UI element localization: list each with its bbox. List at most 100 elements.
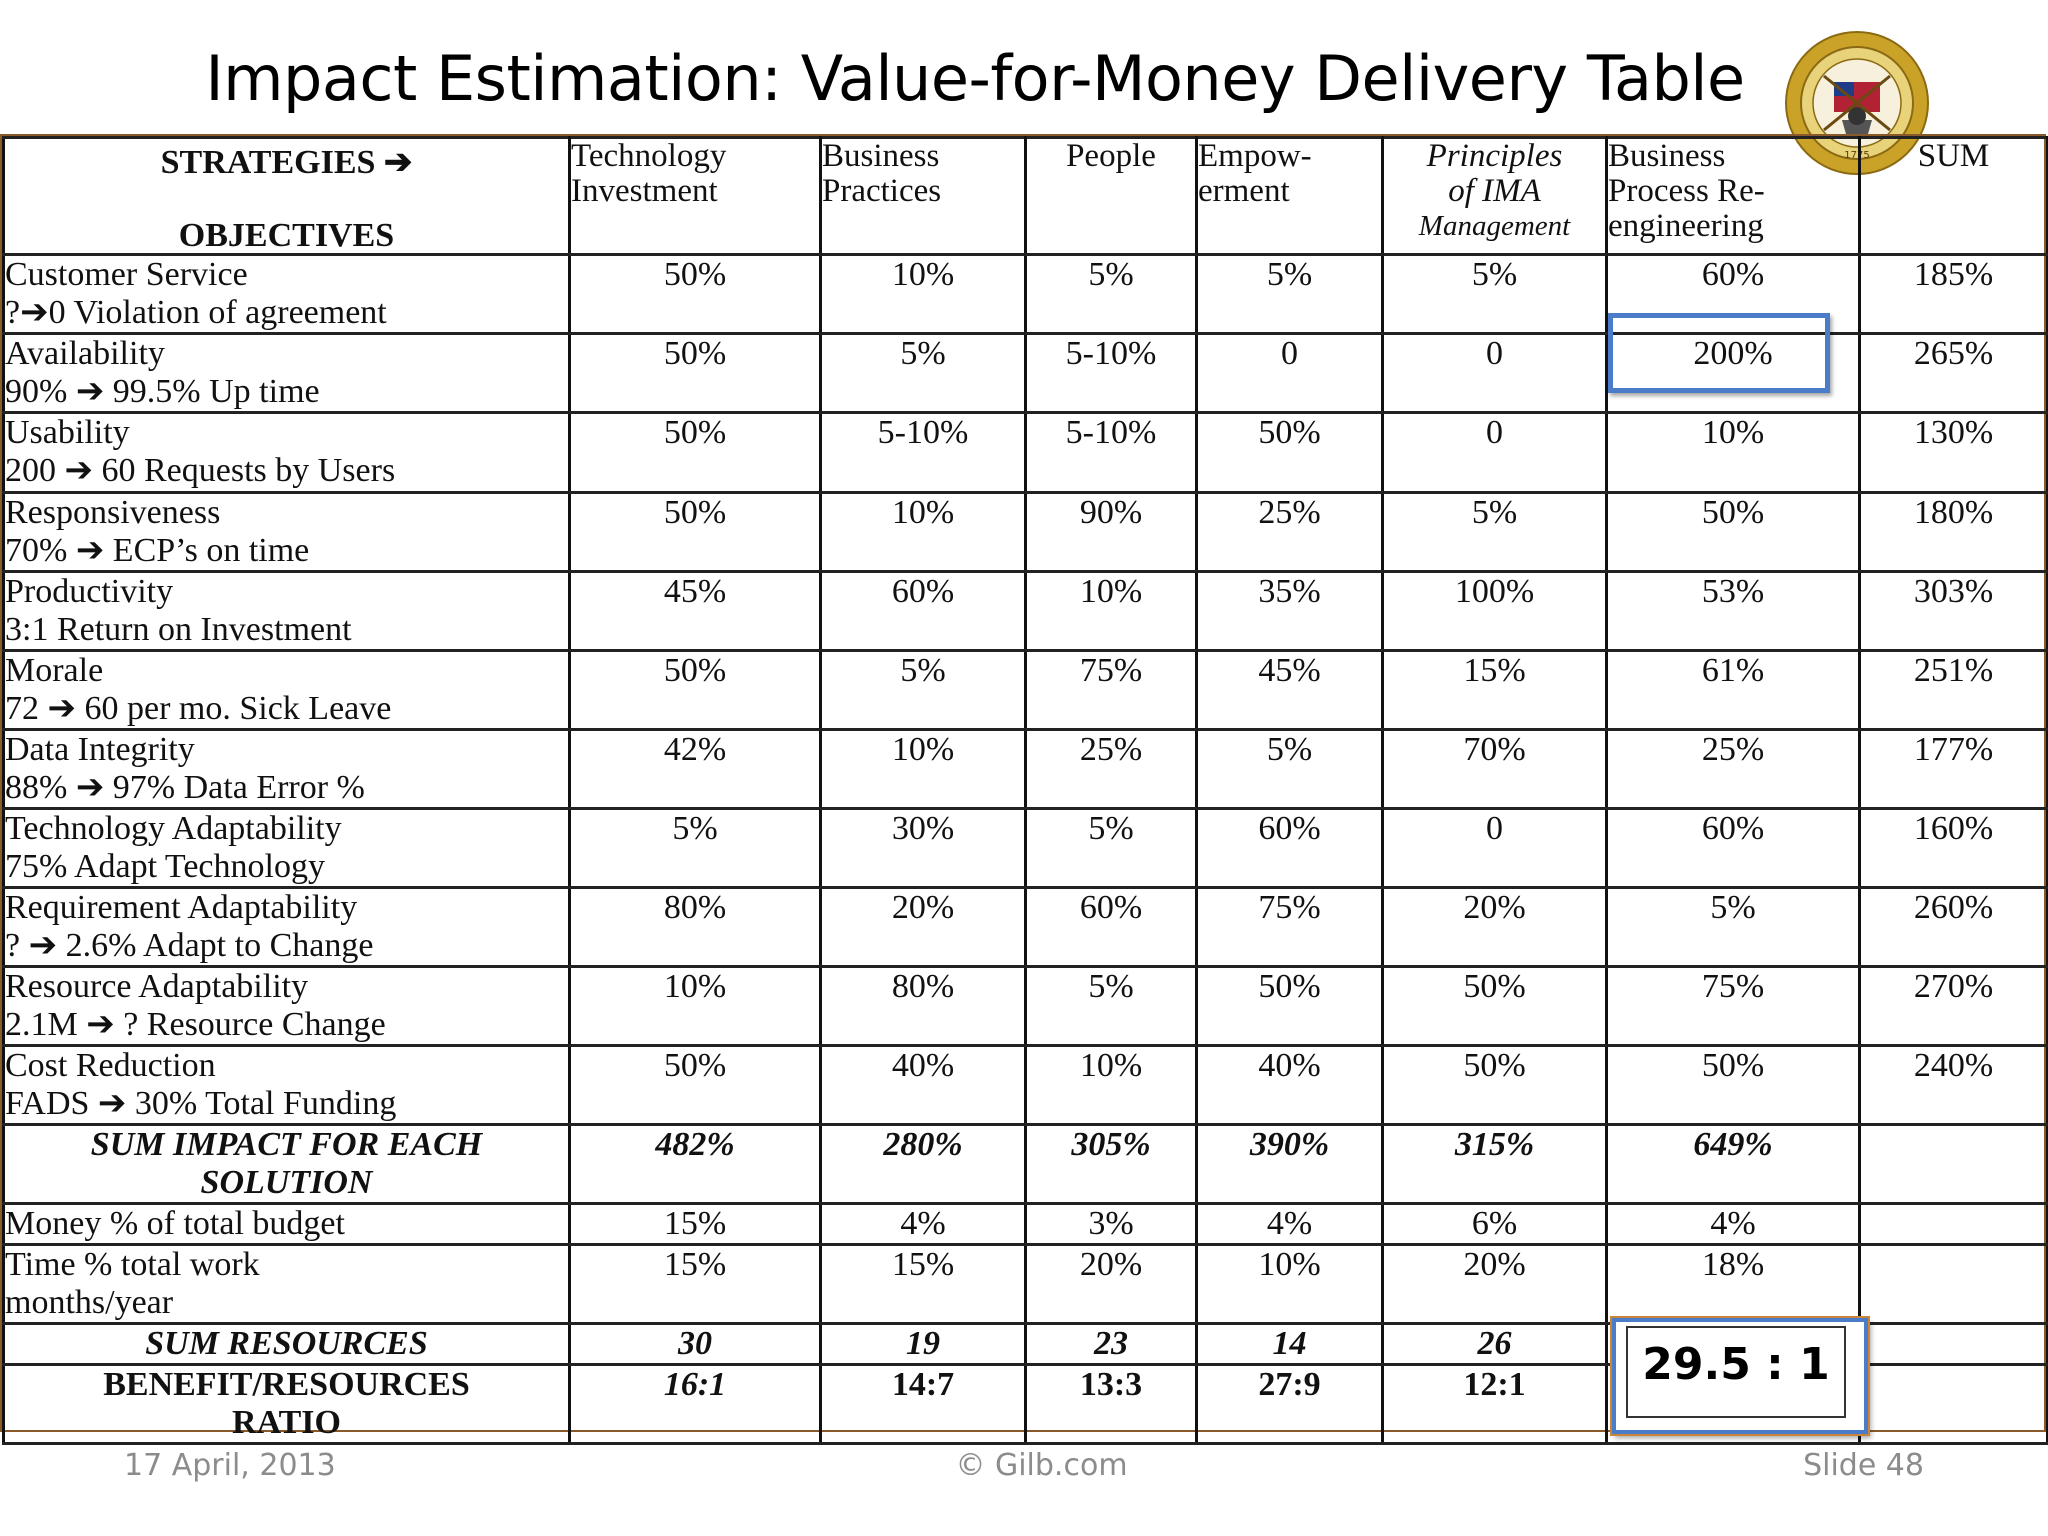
objective-row: Resource Adaptability 2.1M ➔ ? Resource C… xyxy=(2,965,2048,1047)
table-cell: 12:1 xyxy=(1381,1363,1608,1445)
table-cell: 315% xyxy=(1381,1123,1608,1205)
objective-name: Morale xyxy=(5,652,104,690)
sum-impact-row: SUM IMPACT FOR EACH SOLUTION 482% 280% 30… xyxy=(2,1123,2048,1205)
table-cell: 50% xyxy=(568,649,822,731)
table-cell: 50% xyxy=(1605,1044,1861,1126)
table-cell: 482% xyxy=(568,1123,822,1205)
value-for-money-table: STRATEGIES ➔ OBJECTIVES Technology Invest… xyxy=(2,136,2048,1445)
objective-row: Productivity 3:1 Return on Investment 45% 6… xyxy=(2,570,2048,652)
objective-label: Usability 200 ➔ 60 Requests by Users xyxy=(2,411,571,494)
objective-name: Productivity xyxy=(5,573,174,611)
objective-name: Availability xyxy=(5,335,165,373)
table-cell: 5-10% xyxy=(819,411,1027,494)
table-cell: 265% xyxy=(1858,332,2048,414)
table-cell: 5% xyxy=(1024,253,1198,335)
table-cell: 177% xyxy=(1858,728,2048,810)
table-cell: 649% xyxy=(1605,1123,1861,1205)
objective-label: Resource Adaptability 2.1M ➔ ? Resource C… xyxy=(2,965,571,1047)
table-cell: 50% xyxy=(568,253,822,335)
table-cell: 6% xyxy=(1381,1202,1608,1246)
objective-label: Availability 90% ➔ 99.5% Up time xyxy=(2,332,571,414)
table-cell: 20% xyxy=(819,886,1027,968)
objective-label: Customer Service ?➔0 Violation of agreeme… xyxy=(2,253,571,335)
table-cell: 0 xyxy=(1195,332,1384,414)
table-cell: 14:7 xyxy=(819,1363,1027,1445)
table-cell: 75% xyxy=(1605,965,1861,1047)
table-cell: 10% xyxy=(1024,1044,1198,1126)
objective-row: Usability 200 ➔ 60 Requests by Users 50% 5-… xyxy=(2,411,2048,494)
objective-row: Customer Service ?➔0 Violation of agreeme… xyxy=(2,253,2048,335)
objective-row: Responsiveness 70% ➔ ECP’s on time 50% 10% 9… xyxy=(2,491,2048,573)
money-label: Money % of total budget xyxy=(2,1202,571,1246)
table-cell: 5% xyxy=(1024,807,1198,889)
money-row: Money % of total budget 15% 4% 3% 4% 6% … xyxy=(2,1202,2048,1246)
header-row: STRATEGIES ➔ OBJECTIVES Technology Invest… xyxy=(2,136,2048,256)
table-cell: 20% xyxy=(1381,886,1608,968)
objectives-label: OBJECTIVES xyxy=(178,217,395,254)
table-cell: 60% xyxy=(819,570,1027,652)
objective-row: Availability 90% ➔ 99.5% Up time 50% 5% 5-10… xyxy=(2,332,2048,414)
table-cell: 240% xyxy=(1858,1044,2048,1126)
table-cell: 40% xyxy=(1195,1044,1384,1126)
table-cell xyxy=(1858,1322,2048,1366)
table-cell: 50% xyxy=(568,1044,822,1126)
table-cell: 180% xyxy=(1858,491,2048,573)
table-cell: 60% xyxy=(1605,807,1861,889)
table-cell: 30% xyxy=(819,807,1027,889)
footer-copyright: © Gilb.com xyxy=(955,1448,1128,1483)
table-cell: 5% xyxy=(819,332,1027,414)
table-cell: 15% xyxy=(819,1243,1027,1325)
table-cell: 23 xyxy=(1024,1322,1198,1366)
table-cell: 25% xyxy=(1195,491,1384,573)
table-cell: 80% xyxy=(819,965,1027,1047)
table-cell: 80% xyxy=(568,886,822,968)
table-cell: 0 xyxy=(1381,807,1608,889)
objective-goal: ?➔0 Violation of agreement xyxy=(5,294,387,331)
table-cell: 305% xyxy=(1024,1123,1198,1205)
table-cell: 90% xyxy=(1024,491,1198,573)
table-cell: 60% xyxy=(1024,886,1198,968)
table-cell: 5% xyxy=(568,807,822,889)
table-cell: 185% xyxy=(1858,253,2048,335)
table-cell: 75% xyxy=(1024,649,1198,731)
table-cell: 5% xyxy=(1195,728,1384,810)
table-cell: 50% xyxy=(568,491,822,573)
header-business-practices: Business Practices xyxy=(819,136,1027,256)
objective-name: Usability xyxy=(5,414,130,452)
table-cell: 20% xyxy=(1381,1243,1608,1325)
table-cell: 16:1 xyxy=(568,1363,822,1445)
ratio-label: BENEFIT/RESOURCES RATIO xyxy=(2,1363,571,1445)
objective-goal: 90% ➔ 99.5% Up time xyxy=(5,373,320,410)
table-cell: 18% xyxy=(1605,1243,1861,1325)
table-cell: 100% xyxy=(1381,570,1608,652)
table-cell: 15% xyxy=(568,1202,822,1246)
objective-name: Resource Adaptability xyxy=(5,968,309,1006)
objective-label: Responsiveness 70% ➔ ECP’s on time xyxy=(2,491,571,573)
table-cell: 40% xyxy=(819,1044,1027,1126)
benefit-resources-ratio-row: BENEFIT/RESOURCES RATIO 16:1 14:7 13:3 27… xyxy=(2,1363,2048,1445)
slide-title: Impact Estimation: Value-for-Money Deliv… xyxy=(205,42,1745,115)
objective-goal: 75% Adapt Technology xyxy=(5,848,325,885)
table-cell: 160% xyxy=(1858,807,2048,889)
header-principles-of-ima-management: Principles of IMA Management xyxy=(1381,136,1608,256)
objective-label: Requirement Adaptability? ➔ 2.6% Adapt t… xyxy=(2,886,571,968)
table-cell: 303% xyxy=(1858,570,2048,652)
table-cell: 45% xyxy=(1195,649,1384,731)
table-cell: 10% xyxy=(568,965,822,1047)
table-cell: 25% xyxy=(1605,728,1861,810)
table-cell: 10% xyxy=(1605,411,1861,494)
table-cell: 5% xyxy=(1381,253,1608,335)
objective-row: Requirement Adaptability? ➔ 2.6% Adapt t… xyxy=(2,886,2048,968)
table-cell: 3% xyxy=(1024,1202,1198,1246)
objective-name: Technology Adaptability xyxy=(5,810,342,848)
objective-row: Morale 72 ➔ 60 per mo. Sick Leave 50% 5% 75%… xyxy=(2,649,2048,731)
objective-row: Technology Adaptability 75% Adapt Technol… xyxy=(2,807,2048,889)
table-cell: 13:3 xyxy=(1024,1363,1198,1445)
table-cell: 0 xyxy=(1381,332,1608,414)
table-cell: 5% xyxy=(819,649,1027,731)
header-sum: SUM xyxy=(1858,136,2048,256)
table-cell: 10% xyxy=(1024,570,1198,652)
table-cell: 50% xyxy=(1195,965,1384,1047)
table-cell: 5% xyxy=(1605,886,1861,968)
header-business-process-reengineering: Business Process Re-engineering xyxy=(1605,136,1861,256)
